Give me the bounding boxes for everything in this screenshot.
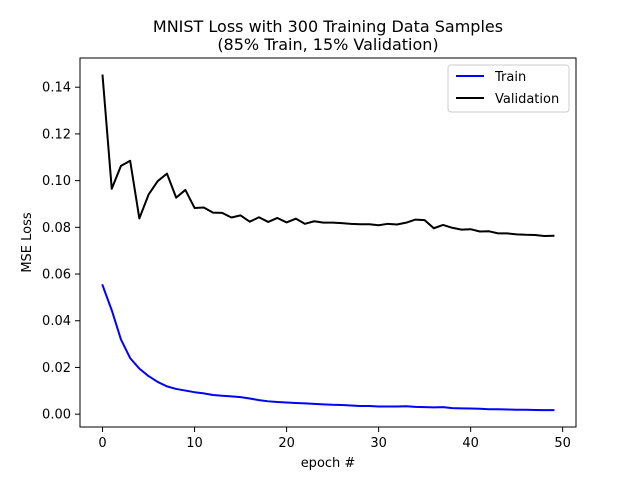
x-axis-label: epoch # bbox=[301, 456, 356, 471]
x-tick-label: 40 bbox=[462, 436, 479, 451]
y-tick-label: 0.02 bbox=[42, 361, 71, 376]
chart-subtitle: (85% Train, 15% Validation) bbox=[217, 35, 438, 54]
chart-title: MNIST Loss with 300 Training Data Sample… bbox=[153, 17, 503, 36]
y-tick-label: 0.06 bbox=[42, 268, 71, 283]
y-axis-label: MSE Loss bbox=[20, 212, 35, 273]
y-tick-label: 0.12 bbox=[42, 127, 71, 142]
series-line-train bbox=[101, 283, 555, 412]
series-line-validation bbox=[101, 74, 555, 237]
y-tick-label: 0.08 bbox=[42, 221, 71, 236]
y-axis-ticks: 0.00 0.02 0.04 0.06 0.08 0.10 0.12 0.14 bbox=[42, 81, 80, 423]
y-tick-label: 0.10 bbox=[42, 174, 71, 189]
y-tick-label: 0.04 bbox=[42, 314, 71, 329]
x-axis-ticks: 0 10 20 30 40 50 bbox=[98, 427, 571, 451]
x-tick-label: 30 bbox=[370, 436, 387, 451]
legend: Train Validation bbox=[447, 64, 570, 113]
x-tick-label: 20 bbox=[278, 436, 295, 451]
series-layer bbox=[101, 74, 555, 412]
legend-label-validation: Validation bbox=[495, 92, 559, 107]
y-tick-label: 0.00 bbox=[42, 408, 71, 423]
x-tick-label: 50 bbox=[554, 436, 571, 451]
plot-area-frame bbox=[79, 57, 577, 428]
y-tick-label: 0.14 bbox=[42, 81, 71, 96]
x-tick-label: 10 bbox=[186, 436, 203, 451]
x-tick-label: 0 bbox=[98, 436, 106, 451]
legend-label-train: Train bbox=[494, 70, 526, 85]
